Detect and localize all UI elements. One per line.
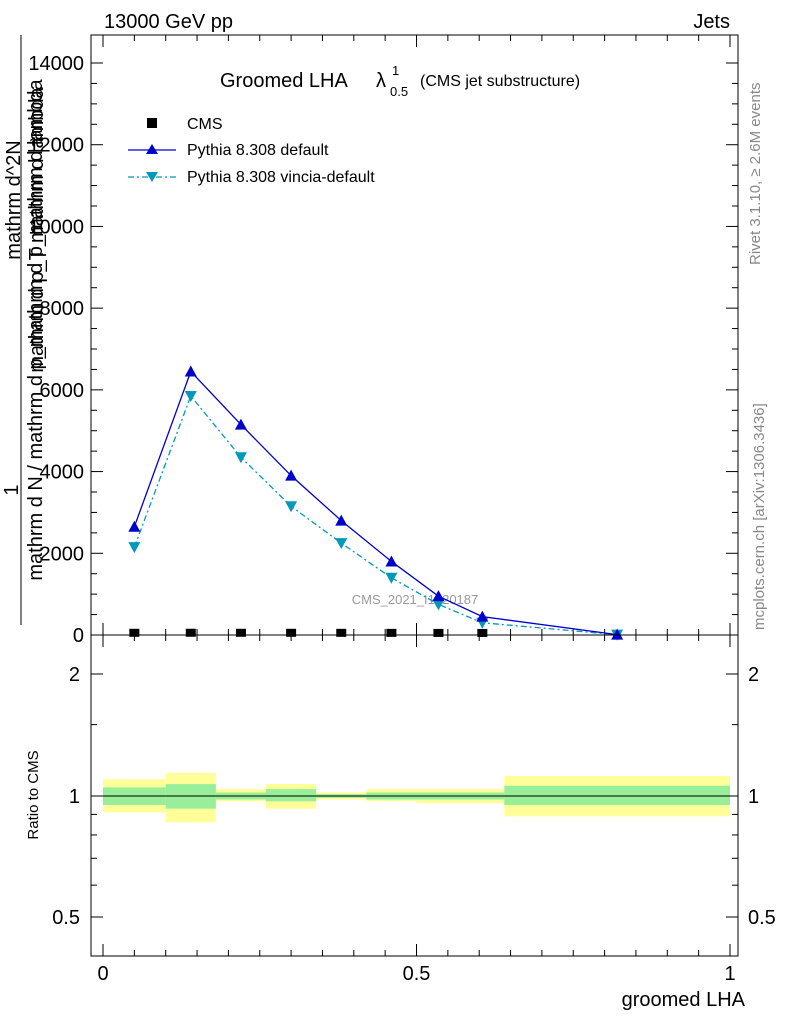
series-cms-point bbox=[185, 628, 196, 637]
header-right-label: Jets bbox=[693, 11, 730, 33]
main-ytick-label: 14000 bbox=[28, 53, 84, 75]
title-symbol: λ bbox=[376, 70, 386, 92]
ratio-ytick-label-right: 2 bbox=[748, 664, 759, 686]
chart-title: Groomed LHA λ 1 0.5 (CMS jet substructur… bbox=[220, 63, 580, 99]
series-vincia-point bbox=[385, 572, 398, 584]
series-default-point bbox=[476, 610, 489, 622]
title-superscript: 1 bbox=[392, 63, 399, 78]
ratio-ytick-label: 1 bbox=[69, 786, 80, 808]
series-default-point bbox=[385, 555, 398, 567]
legend: CMS Pythia 8.308 default Pythia 8.308 vi… bbox=[128, 116, 375, 186]
ratio-bands bbox=[103, 772, 730, 823]
mcplots-side-label: mcplots.cern.ch [arXiv:1306.3436] bbox=[751, 403, 768, 630]
main-ytick-label: 8000 bbox=[40, 298, 85, 320]
series-vincia-point bbox=[285, 501, 298, 513]
main-ytick-label: 12000 bbox=[28, 135, 84, 157]
ratio-band-inner bbox=[504, 785, 730, 805]
series-cms-point bbox=[477, 628, 488, 637]
legend-default-label: Pythia 8.308 default bbox=[187, 142, 329, 159]
main-ytick-label: 2000 bbox=[40, 543, 85, 565]
ylabel-overlay-num: mathrm d^2N bbox=[3, 140, 25, 259]
main-y-axis: 0 2000 4000 6000 8000 10000 12000 14000 bbox=[28, 53, 738, 647]
ratio-ytick-label-right: 0.5 bbox=[748, 907, 776, 929]
series-vincia-point bbox=[335, 538, 348, 550]
series-vincia-point bbox=[128, 542, 141, 554]
x-axis-label: groomed LHA bbox=[622, 989, 746, 1011]
title-main: Groomed LHA bbox=[220, 70, 348, 92]
series-cms-point bbox=[336, 628, 347, 637]
ratio-xtick-label: 0.5 bbox=[403, 963, 431, 985]
header-left-label: 13000 GeV pp bbox=[104, 11, 233, 33]
series-default-point bbox=[335, 514, 348, 526]
legend-cms-label: CMS bbox=[187, 116, 223, 133]
main-ytick-label: 10000 bbox=[28, 216, 84, 238]
series-cms-point bbox=[286, 628, 297, 637]
series-vincia-line bbox=[133, 394, 618, 636]
ylabel-numerator: 1 bbox=[1, 484, 23, 495]
series-default-point bbox=[611, 628, 624, 640]
main-ytick-label: 6000 bbox=[40, 380, 85, 402]
legend-cms-marker bbox=[147, 118, 157, 128]
ratio-band-inner bbox=[266, 789, 317, 802]
ratio-ylabel: Ratio to CMS bbox=[25, 750, 42, 839]
series-default-point bbox=[432, 590, 445, 602]
series-cms-point bbox=[129, 628, 140, 637]
ratio-ytick-label: 0.5 bbox=[52, 907, 80, 929]
ylabel-overlay-den: mathrm d p_T mathrm d lambda bbox=[26, 86, 48, 372]
main-ytick-label: 4000 bbox=[40, 462, 85, 484]
series-cms-point bbox=[386, 628, 397, 637]
main-x-ticks bbox=[102, 35, 731, 635]
title-subscript: 0.5 bbox=[390, 84, 408, 99]
legend-vincia-marker bbox=[146, 172, 158, 182]
series-default-point bbox=[234, 418, 247, 430]
series-vincia-point bbox=[234, 452, 247, 464]
rivet-side-label: Rivet 3.1.10, ≥ 2.6M events bbox=[747, 83, 764, 266]
main-ylabel: 1 mathrm d N / mathrm d p_mathrm d p_mat… bbox=[1, 35, 47, 625]
series-cms-point bbox=[433, 628, 444, 637]
ratio-xtick-label: 0 bbox=[97, 963, 108, 985]
title-note: (CMS jet substructure) bbox=[420, 73, 580, 90]
main-ytick-label: 0 bbox=[73, 625, 84, 647]
series-vincia-point bbox=[432, 599, 445, 611]
legend-default-marker bbox=[146, 144, 158, 154]
ratio-ytick-label: 2 bbox=[69, 664, 80, 686]
series-cms-point bbox=[235, 628, 246, 637]
analysis-watermark: CMS_2021_I1920187 bbox=[352, 592, 479, 607]
main-ylabel-overlay: mathrm d^2N mathrm d p_T mathrm d lambda bbox=[3, 86, 48, 372]
ratio-ytick-label-right: 1 bbox=[748, 786, 759, 808]
series-default-point bbox=[285, 469, 298, 481]
series-default-point bbox=[184, 365, 197, 377]
ratio-y-axis: 0.5 0.5 1 1 2 2 bbox=[52, 664, 776, 929]
series-vincia-point bbox=[184, 390, 197, 402]
legend-vincia-label: Pythia 8.308 vincia-default bbox=[187, 169, 375, 186]
ylabel-denominator: mathrm d N / mathrm d p_mathrm d p_mathr… bbox=[25, 78, 47, 580]
ratio-x-axis: 0 0.5 1 bbox=[97, 635, 736, 985]
series-default-point bbox=[128, 520, 141, 532]
ratio-xtick-label: 1 bbox=[724, 963, 735, 985]
